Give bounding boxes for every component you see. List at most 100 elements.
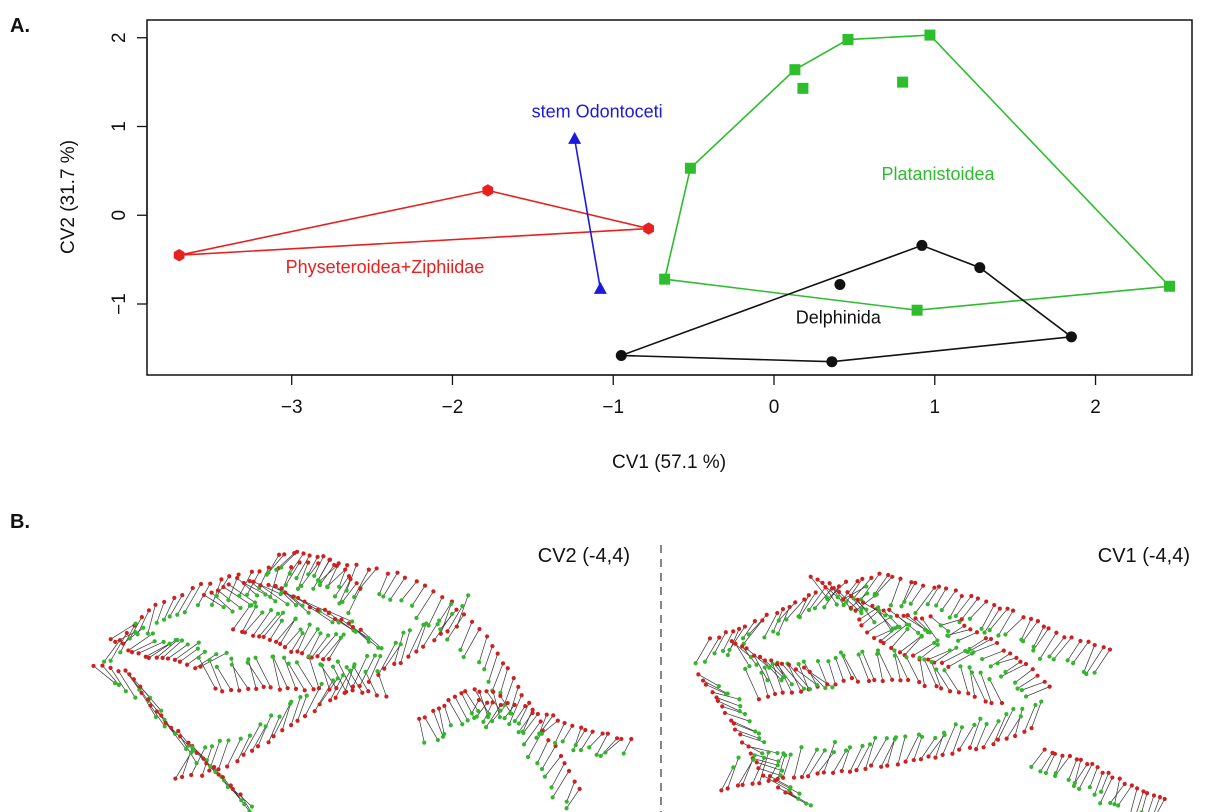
landmark-a: [967, 745, 973, 750]
landmark-b: [295, 586, 301, 592]
landmark-b: [179, 638, 185, 643]
landmark-a: [983, 636, 988, 641]
landmark-b: [761, 755, 767, 760]
warp-vector: [1005, 617, 1024, 635]
warp-vector: [905, 734, 920, 762]
landmark-a: [227, 574, 232, 579]
landmark-b: [268, 594, 273, 600]
warp-vector: [724, 712, 750, 722]
landmark-a: [350, 688, 355, 693]
warp-vector: [967, 638, 992, 653]
landmark-a: [793, 600, 798, 605]
warp-vector: [743, 620, 763, 644]
landmark-b: [238, 736, 243, 741]
landmark-a: [516, 684, 521, 689]
landmark-a: [290, 594, 296, 599]
warp-vector: [296, 662, 314, 690]
group-label-physeteroidea-ziphiidae: Physeteroidea+Ziphiidae: [286, 257, 485, 277]
landmark-a: [579, 725, 584, 730]
landmark-b: [525, 754, 531, 760]
landmark-b: [969, 670, 975, 675]
landmark-a: [312, 709, 317, 714]
warp-vector: [906, 657, 920, 683]
landmark-a: [219, 577, 224, 582]
landmark-b: [1070, 661, 1076, 666]
landmark-a: [139, 614, 144, 620]
landmark-b: [167, 614, 172, 619]
landmark-b: [752, 753, 757, 758]
warp-vector: [131, 640, 155, 653]
landmark-b: [285, 602, 290, 607]
warp-vector: [463, 628, 480, 658]
landmark-b: [317, 579, 322, 584]
landmark-b: [892, 653, 897, 658]
landmark-b: [808, 803, 813, 808]
landmark-b: [209, 744, 215, 749]
landmark-a: [1062, 635, 1067, 640]
landmark-a: [1110, 775, 1115, 780]
landmark-a: [230, 786, 235, 792]
landmark-a: [919, 616, 925, 621]
warp-vector: [321, 665, 330, 690]
landmark-b: [831, 750, 836, 755]
landmark-a: [226, 582, 231, 587]
warp-vector: [1055, 755, 1063, 774]
landmark-b: [350, 619, 355, 624]
landmark-b: [988, 664, 993, 669]
warp-vector: [1025, 686, 1050, 697]
landmark-b: [338, 635, 344, 640]
warp-vector: [308, 633, 321, 658]
warp-vector: [777, 606, 790, 634]
warp-vector: [334, 576, 350, 597]
landmark-b: [859, 610, 864, 616]
warp-vector: [378, 642, 397, 676]
landmark-a: [266, 565, 271, 570]
landmark-b: [335, 659, 340, 664]
landmark-a: [146, 655, 151, 661]
warp-vector: [910, 585, 924, 604]
landmark-a: [333, 695, 338, 700]
landmark-a: [1078, 638, 1083, 644]
warp-vector: [231, 664, 249, 690]
landmark-a: [302, 688, 307, 693]
panel-b-label: B.: [10, 511, 30, 533]
landmark-a: [414, 579, 419, 584]
warp-vector: [807, 750, 826, 777]
landmark-b: [996, 719, 1001, 724]
landmark-a: [1035, 618, 1041, 624]
landmark-a: [251, 633, 256, 638]
landmark-b: [186, 743, 191, 748]
landmark-b: [214, 652, 219, 657]
warp-vector: [408, 624, 424, 657]
landmark-a: [962, 623, 967, 628]
landmark-a: [295, 718, 300, 723]
warp-vector: [859, 607, 879, 620]
landmark-a: [898, 678, 903, 683]
landmark-b: [217, 738, 222, 743]
warp-vector: [268, 716, 280, 743]
landmark-b: [1052, 773, 1058, 779]
landmark-a: [432, 638, 437, 643]
landmark-b: [917, 655, 922, 661]
warp-vector: [103, 640, 121, 662]
landmark-a: [440, 595, 445, 600]
landmark-b: [762, 665, 767, 670]
landmark-a: [821, 770, 826, 775]
landmark-b: [376, 645, 381, 650]
warp-vector: [1130, 788, 1138, 812]
landmark-b: [928, 630, 933, 635]
landmark-b: [477, 660, 482, 665]
landmark-a: [384, 694, 389, 699]
landmark-a: [969, 593, 974, 599]
landmark-b: [938, 623, 943, 628]
landmark-a: [1054, 630, 1059, 635]
landmark-a: [344, 689, 349, 694]
landmark-a: [1106, 770, 1111, 775]
warp-vector: [927, 586, 940, 605]
landmark-b: [754, 662, 759, 667]
warp-vector: [855, 594, 877, 611]
landmark-a: [806, 774, 811, 779]
warp-vector: [322, 637, 342, 660]
landmark-b: [213, 769, 218, 775]
landmark-a: [165, 656, 171, 661]
